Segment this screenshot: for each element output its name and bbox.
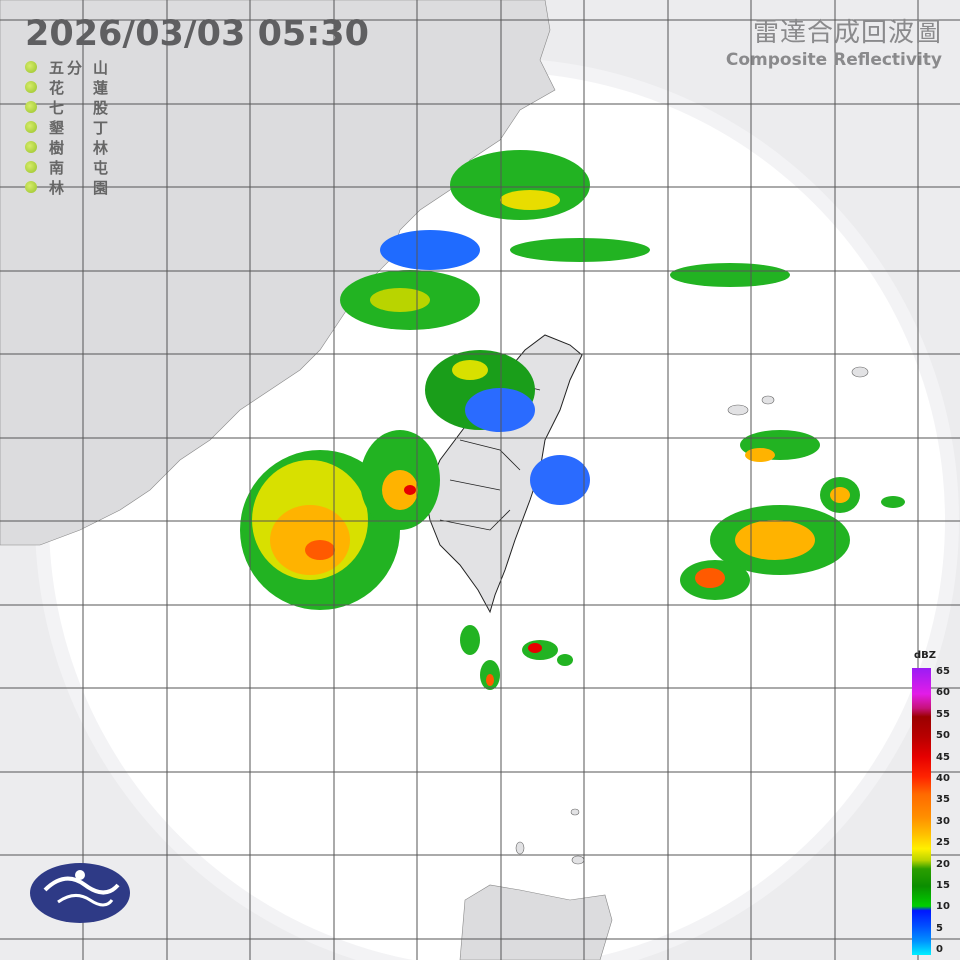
colorbar	[912, 668, 931, 955]
station-item: 五分山	[25, 57, 108, 77]
status-dot-icon	[25, 181, 37, 193]
colorbar-label: 55	[936, 708, 950, 720]
station-name-a: 花	[49, 78, 68, 97]
station-item: 花蓮	[25, 77, 108, 97]
status-dot-icon	[25, 121, 37, 133]
station-name-b: 山	[93, 58, 109, 77]
status-dot-icon	[25, 81, 37, 93]
station-name-b: 蓮	[93, 78, 109, 97]
title-zh: 雷達合成回波圖	[752, 18, 942, 48]
colorbar-unit: dBZ	[914, 650, 937, 661]
colorbar-label: 15	[936, 880, 950, 891]
station-name-a: 南	[49, 158, 68, 177]
colorbar-label: 10	[936, 901, 950, 913]
station-list: 五分山 花蓮 七股 墾丁 樹林 南屯 林園	[25, 57, 108, 197]
station-name-a: 林	[49, 178, 68, 197]
station-name-a: 七	[49, 98, 68, 117]
colorbar-label: 25	[936, 837, 950, 849]
station-item: 林園	[25, 177, 108, 197]
status-dot-icon	[25, 141, 37, 153]
timestamp: 2026/03/03 05:30	[25, 14, 369, 54]
station-name-a: 五分	[49, 58, 86, 77]
station-name-b: 股	[93, 98, 109, 117]
radar-echoes	[240, 150, 905, 690]
station-item: 樹林	[25, 137, 108, 157]
land-taiwan	[424, 334, 583, 614]
station-name-a: 樹	[49, 138, 68, 157]
status-dot-icon	[25, 101, 37, 113]
colorbar-label: 5	[936, 922, 943, 934]
colorbar-label: 40	[936, 773, 950, 784]
land-luzon	[459, 884, 613, 960]
station-name-b: 屯	[93, 158, 109, 177]
station-name-b: 園	[93, 178, 109, 197]
station-item: 七股	[25, 97, 108, 117]
cwa-logo	[30, 863, 130, 923]
map-title: 雷達合成回波圖 Composite Reflectivity	[726, 12, 942, 70]
colorbar-label: 65	[936, 666, 950, 677]
colorbar-label: 50	[936, 730, 950, 742]
status-dot-icon	[25, 61, 37, 73]
colorbar-label: 35	[936, 794, 950, 806]
colorbar-label: 0	[936, 944, 943, 956]
station-name-b: 林	[93, 138, 109, 157]
station-item: 南屯	[25, 157, 108, 177]
station-item: 墾丁	[25, 117, 108, 137]
station-name-b: 丁	[93, 118, 109, 137]
colorbar-label: 45	[936, 751, 950, 763]
title-en: Composite Reflectivity	[725, 50, 942, 70]
station-name-a: 墾	[49, 118, 68, 137]
status-dot-icon	[25, 161, 37, 173]
colorbar-label: 60	[936, 687, 950, 699]
colorbar-label: 20	[936, 858, 950, 870]
colorbar-label: 30	[936, 815, 950, 827]
